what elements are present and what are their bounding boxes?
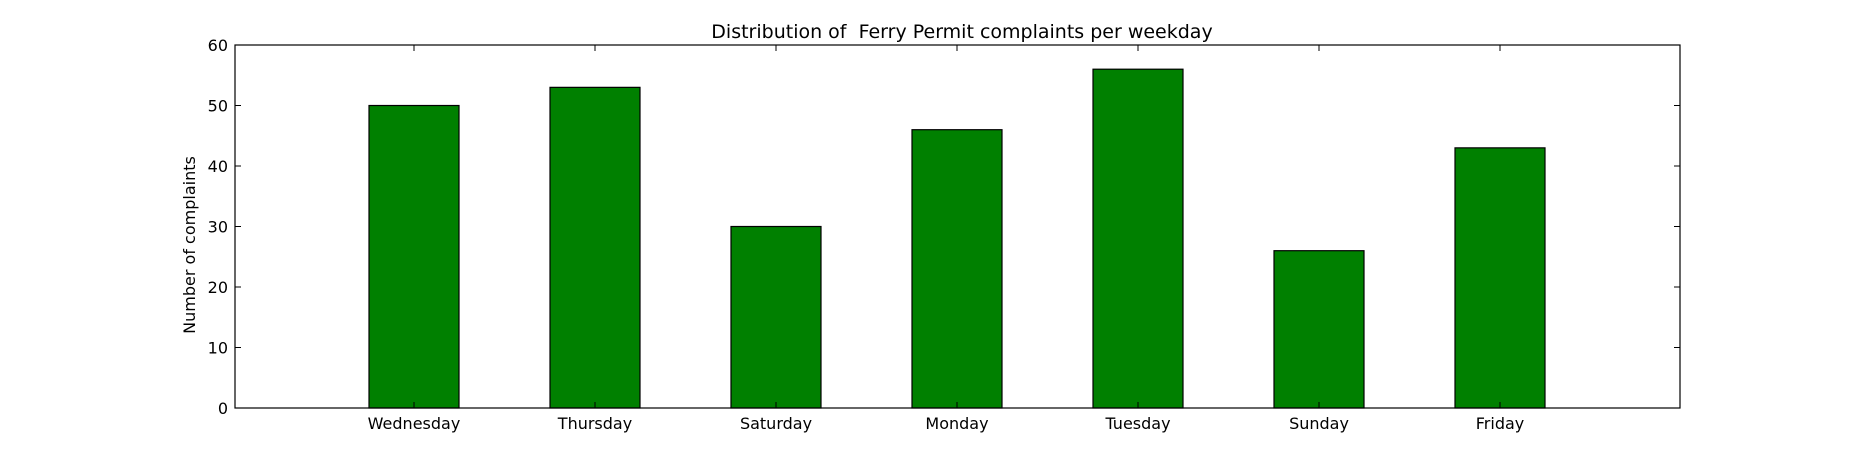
bars-group: [368, 68, 1546, 409]
x-tick-label: Friday: [1476, 414, 1525, 433]
plot-frame: [234, 44, 1681, 409]
y-tick-label: 40: [208, 157, 228, 176]
x-tick-label: Thursday: [557, 414, 632, 433]
x-tick-label: Tuesday: [1104, 414, 1170, 433]
bar-monday: [911, 129, 1003, 409]
bar-saturday: [730, 225, 822, 409]
y-tick-label: 20: [208, 278, 228, 297]
bar-thursday: [549, 86, 641, 409]
y-tick-label: 60: [208, 36, 228, 55]
y-tick-label: 30: [208, 218, 228, 237]
bar-wednesday: [368, 104, 460, 409]
x-tick-label: Wednesday: [368, 414, 461, 433]
y-axis-label: Number of complaints: [180, 156, 199, 334]
ticks-group: Wednesday Thursday Saturday Monday Tuesday Su…: [208, 36, 1680, 433]
x-tick-label: Sunday: [1289, 414, 1349, 433]
x-tick-label: Monday: [925, 414, 988, 433]
y-tick-label: 0: [218, 399, 228, 418]
bar-tuesday: [1092, 68, 1184, 409]
bar-friday: [1454, 147, 1546, 409]
chart-title: Distribution of Ferry Permit complaints …: [711, 21, 1212, 43]
x-tick-label: Saturday: [740, 414, 812, 433]
bar-sunday: [1273, 250, 1365, 409]
y-tick-label: 50: [208, 97, 228, 116]
y-tick-label: 10: [208, 339, 228, 358]
